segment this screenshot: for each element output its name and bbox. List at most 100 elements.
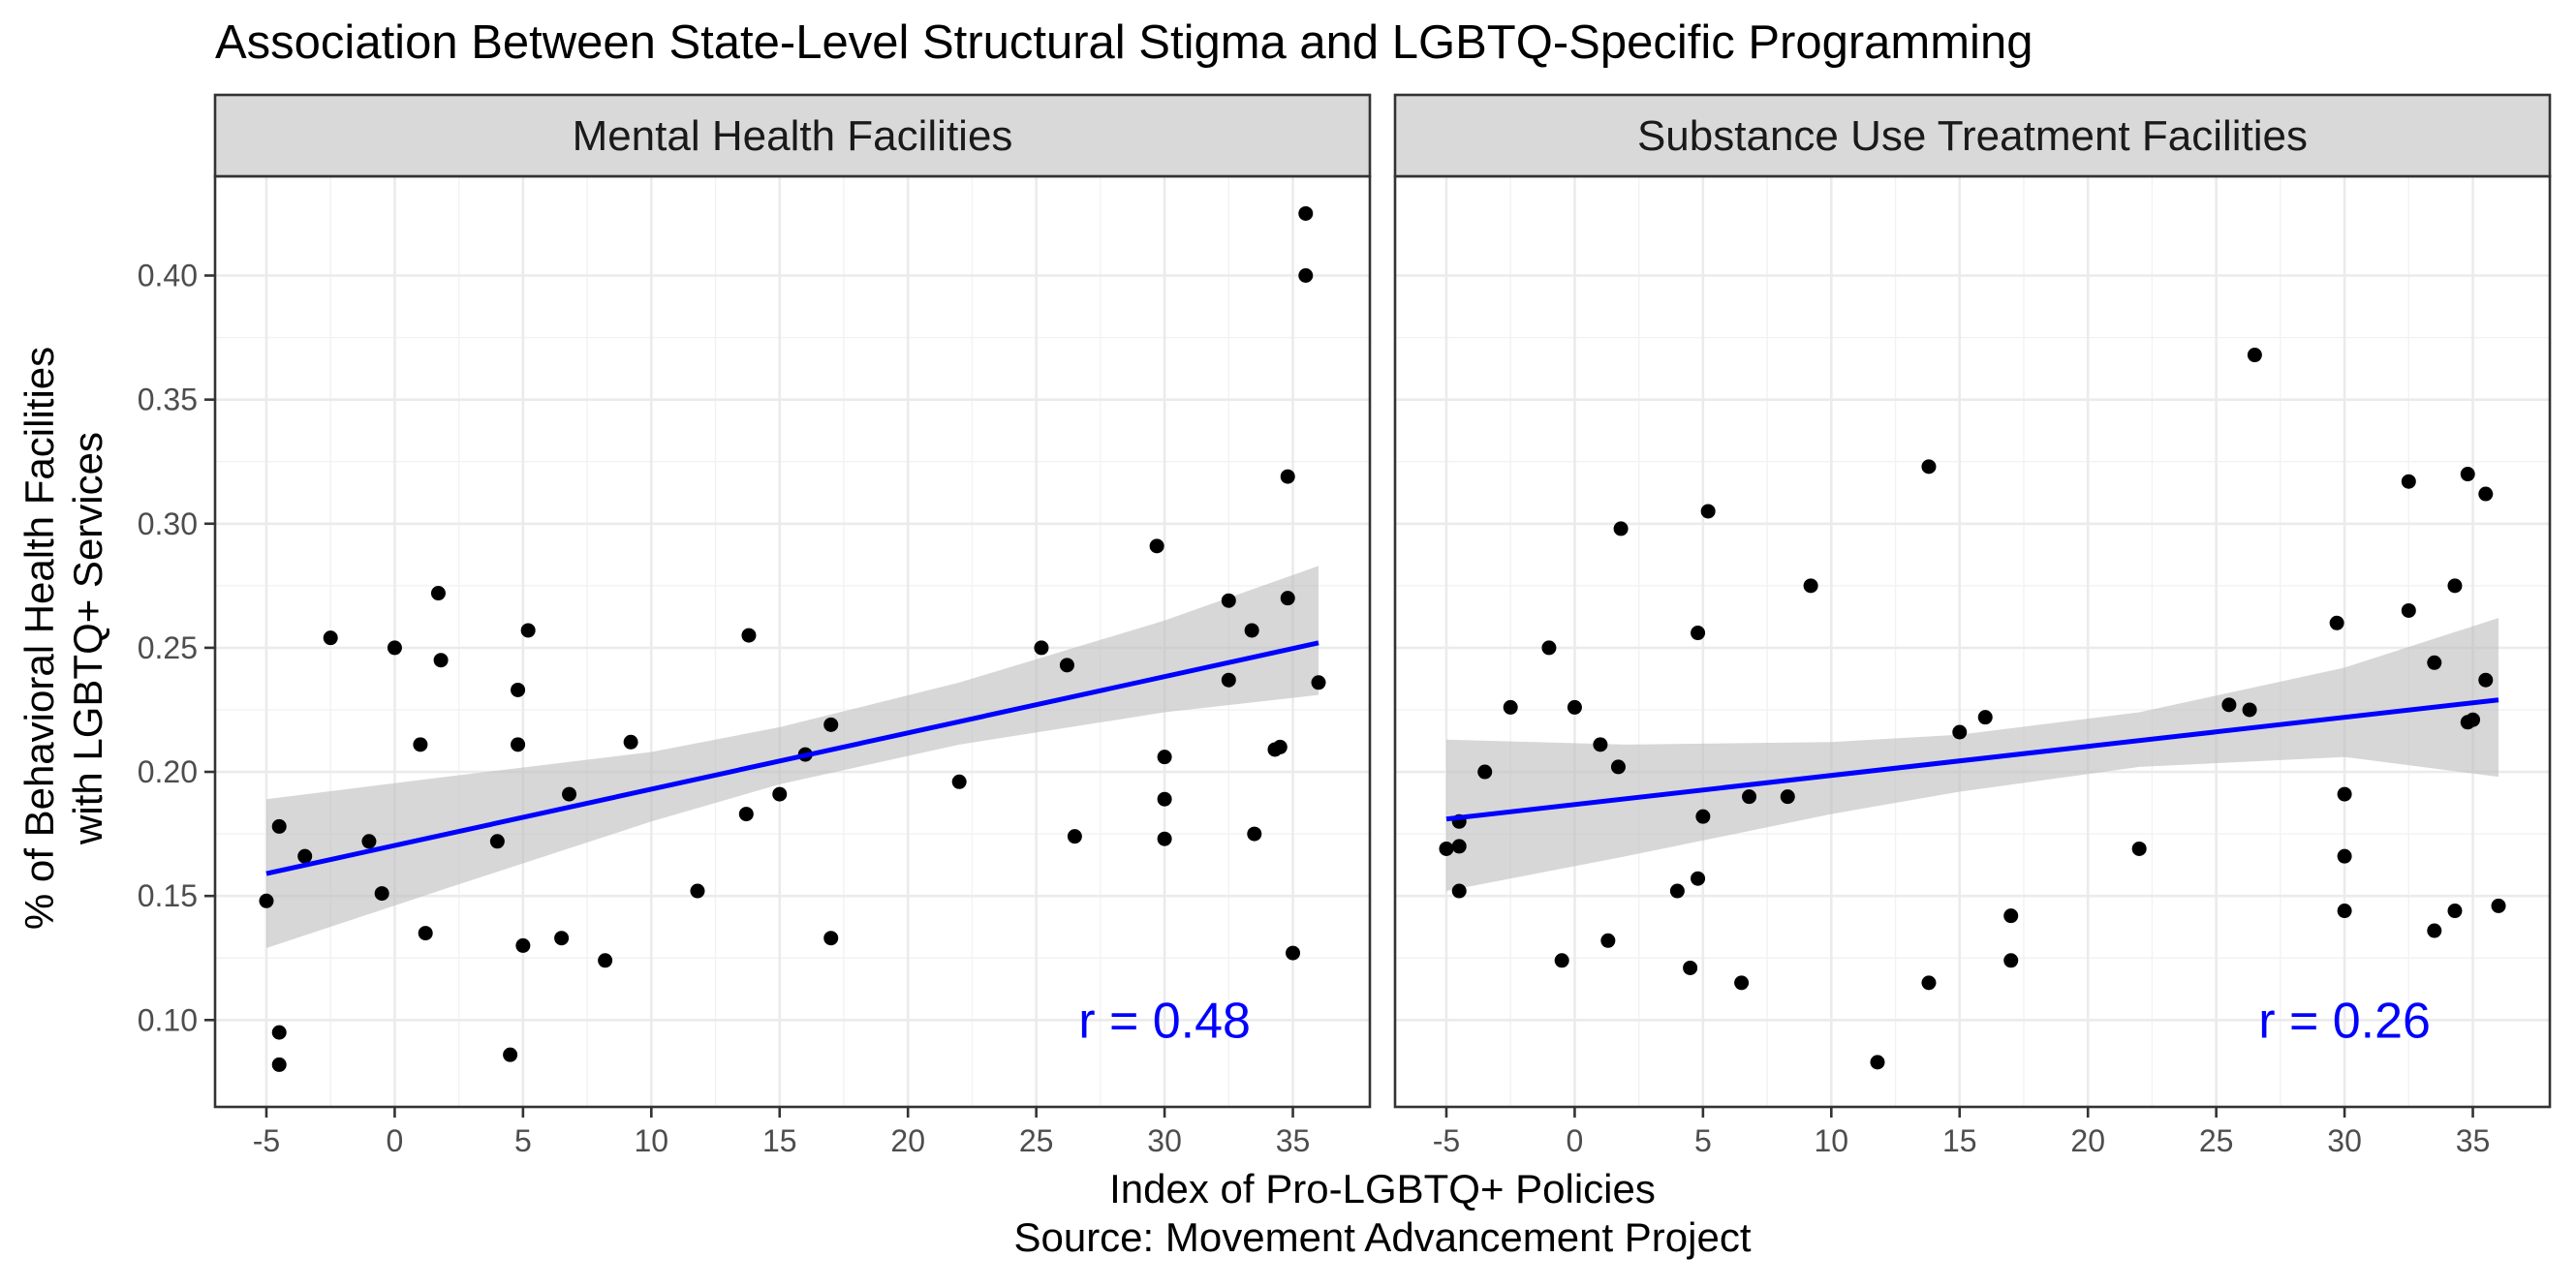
data-point xyxy=(1067,829,1082,844)
data-point xyxy=(1541,640,1557,656)
data-point xyxy=(489,834,505,849)
data-point xyxy=(2427,923,2442,938)
data-point xyxy=(511,737,526,752)
data-point xyxy=(2478,672,2494,688)
x-tick-label: 10 xyxy=(635,1123,669,1158)
data-point xyxy=(741,628,757,643)
y-axis-title: % of Behavioral Health Facilities with L… xyxy=(16,347,110,930)
data-point xyxy=(271,1057,287,1072)
data-point xyxy=(1280,591,1295,606)
data-point xyxy=(1691,871,1706,886)
data-point xyxy=(503,1047,518,1062)
facet-strip xyxy=(1393,93,2552,178)
data-point xyxy=(2247,348,2262,363)
data-point xyxy=(1477,764,1493,780)
y-tick-label: 0.35 xyxy=(138,383,198,417)
y-tick-label: 0.15 xyxy=(138,878,198,913)
data-point xyxy=(1244,623,1259,638)
data-point xyxy=(1298,205,1314,221)
data-point xyxy=(772,786,788,802)
x-tick-label: 10 xyxy=(1815,1123,1849,1158)
data-point xyxy=(690,883,705,899)
data-point xyxy=(1977,710,1993,725)
data-point xyxy=(1921,459,1937,475)
data-point xyxy=(2447,904,2463,919)
data-point xyxy=(2460,467,2475,482)
data-point xyxy=(1952,724,1968,740)
data-point xyxy=(1157,831,1172,846)
x-tick-label: -5 xyxy=(1433,1123,1460,1158)
x-tick-label: -5 xyxy=(253,1123,280,1158)
data-point xyxy=(2337,904,2352,919)
x-tick-label: 15 xyxy=(762,1123,797,1158)
data-point xyxy=(271,1025,287,1040)
data-point xyxy=(297,848,313,864)
data-point xyxy=(1221,593,1236,608)
data-point xyxy=(374,886,389,902)
correlation-label: r = 0.48 xyxy=(1078,993,1251,1049)
data-point xyxy=(430,586,446,601)
data-point xyxy=(562,786,577,802)
data-point xyxy=(2131,841,2147,856)
data-point xyxy=(2242,702,2257,718)
data-point xyxy=(1221,672,1236,688)
x-tick-label: 0 xyxy=(1567,1123,1584,1158)
data-point xyxy=(738,807,754,822)
data-point xyxy=(823,931,839,946)
data-point xyxy=(2447,578,2463,594)
data-point xyxy=(1059,658,1074,673)
data-point xyxy=(1691,626,1706,641)
data-point xyxy=(2337,786,2352,802)
data-point xyxy=(1780,789,1795,805)
correlation-label: r = 0.26 xyxy=(2258,993,2431,1049)
data-point xyxy=(2427,655,2442,670)
data-point xyxy=(1669,883,1685,899)
data-point xyxy=(1695,809,1711,824)
x-tick-label: 20 xyxy=(890,1123,925,1158)
data-point xyxy=(1700,504,1716,519)
x-tick-label: 30 xyxy=(1147,1123,1182,1158)
x-tick-label: 20 xyxy=(2070,1123,2105,1158)
data-point xyxy=(1298,268,1314,284)
data-point xyxy=(2003,953,2019,968)
data-point xyxy=(623,734,638,750)
y-axis-title-line-2: with LGBTQ+ Services xyxy=(65,432,110,845)
data-point xyxy=(823,717,839,732)
data-point xyxy=(418,926,433,941)
data-point xyxy=(1157,750,1172,765)
y-tick-label: 0.10 xyxy=(138,1002,198,1037)
data-point xyxy=(1451,883,1467,899)
data-point xyxy=(387,640,402,656)
data-point xyxy=(1451,839,1467,854)
x-tick-label: 5 xyxy=(514,1123,532,1158)
data-point xyxy=(361,834,377,849)
y-axis-title-line-1: % of Behavioral Health Facilities xyxy=(16,347,62,930)
x-tick-label: 15 xyxy=(1942,1123,1977,1158)
data-point xyxy=(323,630,338,646)
data-point xyxy=(1593,737,1608,752)
x-tick-label: 25 xyxy=(2199,1123,2234,1158)
x-tick-label: 30 xyxy=(2327,1123,2362,1158)
panel-background xyxy=(1395,176,2550,1107)
data-point xyxy=(598,953,613,968)
data-point xyxy=(1870,1055,1885,1070)
data-point xyxy=(1554,953,1569,968)
panels: r = 0.48 Mental Health Facilities -5 0 5 10 15… xyxy=(138,93,2552,1158)
facet-strip-label: Substance Use Treatment Facilities xyxy=(1637,112,2308,160)
regression-line xyxy=(265,640,1319,876)
data-point xyxy=(413,737,428,752)
data-point xyxy=(2401,474,2416,489)
y-tick-label: 0.25 xyxy=(138,630,198,665)
data-point xyxy=(1567,699,1582,715)
data-point xyxy=(1742,789,1757,805)
data-point xyxy=(1157,791,1172,807)
data-point xyxy=(2221,697,2237,713)
data-point xyxy=(433,653,449,668)
data-point xyxy=(1247,826,1262,842)
x-tick-label: 35 xyxy=(1276,1123,1311,1158)
data-point xyxy=(511,682,526,697)
y-tick-label: 0.40 xyxy=(138,259,198,293)
data-point xyxy=(1272,739,1288,754)
y-tick-label: 0.30 xyxy=(138,506,198,541)
